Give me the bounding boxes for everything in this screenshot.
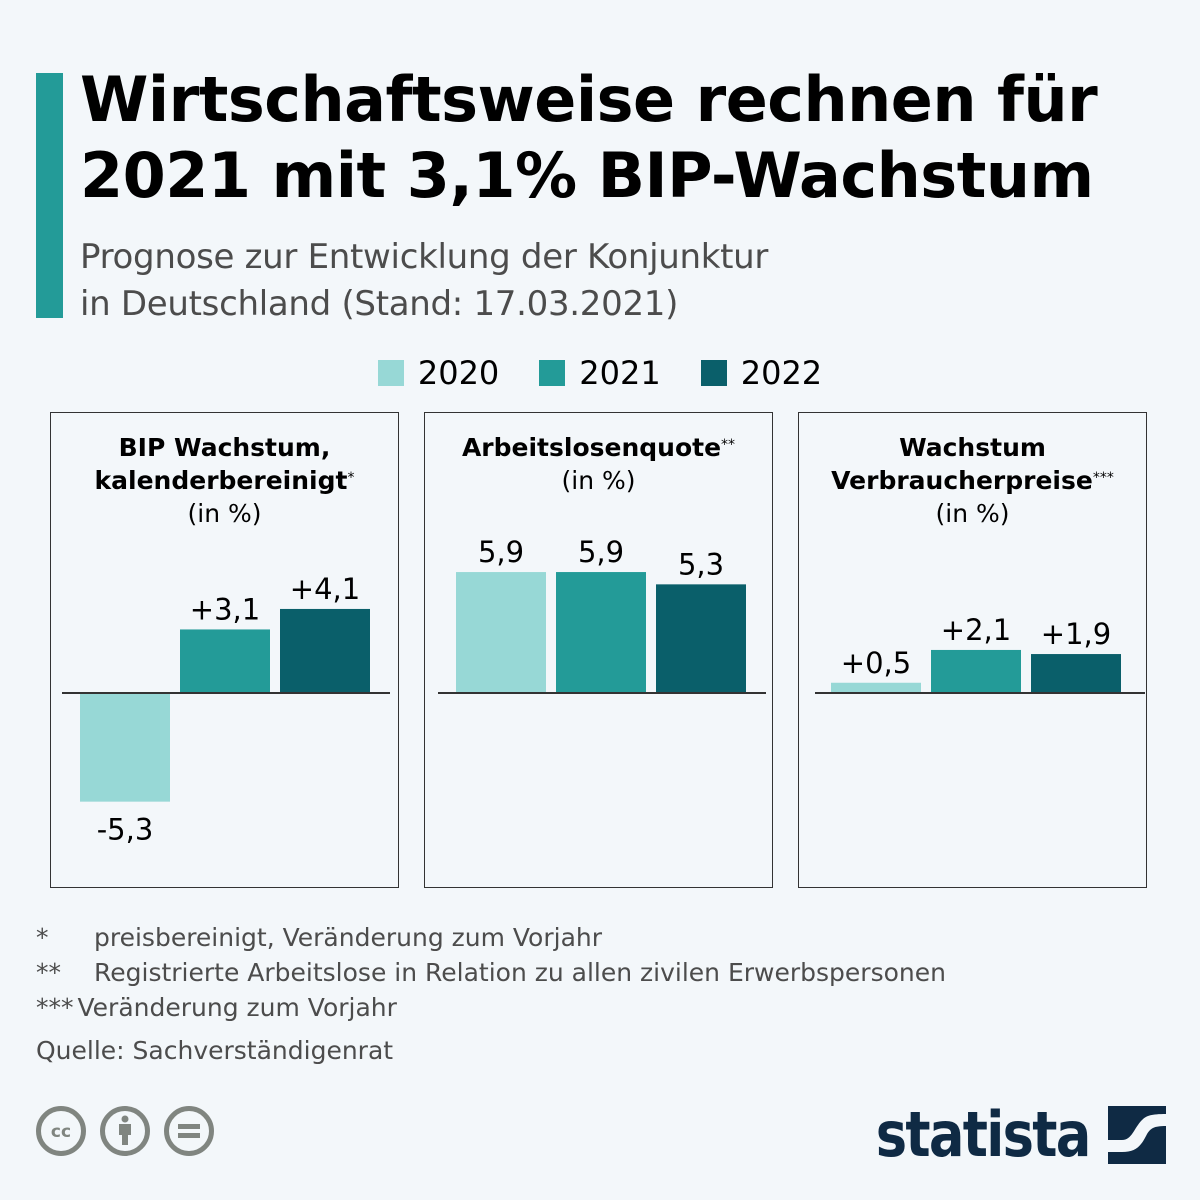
legend-item-2021: 2021 [539,354,661,392]
footnote-mark: ** [721,437,736,453]
title-accent-bar [36,73,63,318]
logo-text: statista [876,1098,1092,1171]
bar-2021 [180,629,270,693]
legend-item-2022: 2022 [700,354,823,392]
panel-title-line-1: BIP Wachstum, [118,433,331,462]
footnote-1: * preisbereinigt, Veränderung zum Vorjah… [36,920,946,955]
panel-title-line-1: Arbeitslosenquote** [425,431,772,464]
legend-label: 2021 [579,354,661,392]
data-label-2020: -5,3 [97,813,154,847]
panel-consumer-prices: +0,5 +2,1 +1,9 Wachstum Verbraucherpreise*… [798,412,1147,888]
page-title: Wirtschaftsweise rechnen für 2021 mit 3,… [80,62,1180,214]
statista-logo-icon [1108,1106,1166,1164]
data-label-2021: +2,1 [941,613,1011,647]
footnotes: * preisbereinigt, Veränderung zum Vorjah… [36,920,946,1068]
bar-2022 [1031,654,1121,693]
bar-2020 [456,572,546,693]
legend-item-2020: 2020 [377,354,500,392]
panel-unit: (in %) [561,466,636,495]
legend-label: 2022 [740,354,823,392]
legend-swatch-2021 [539,360,566,386]
cc-icon[interactable]: cc [36,1106,86,1156]
panel-title: Arbeitslosenquote** (in %) [425,431,772,497]
legend-label: 2020 [417,354,500,392]
svg-text:cc: cc [51,1122,71,1142]
data-label-2021: 5,9 [578,535,624,569]
subtitle-line-1: Prognose zur Entwicklung der Konjunktur [80,237,769,277]
footnote-mark: * [36,923,49,952]
footnote-text: preisbereinigt, Veränderung zum Vorjahr [94,923,603,952]
bar-2022 [656,584,746,693]
footnote-mark: *** [1092,470,1114,486]
chart-bip-growth: -5,3 +3,1 +4,1 [62,572,390,847]
statista-logo[interactable]: statista [838,1100,1166,1170]
bar-2021 [556,572,646,693]
panel-unit: (in %) [187,499,262,528]
panel-title-text: Verbraucherpreise [831,466,1093,495]
footnote-2: ** Registrierte Arbeitslose in Relation … [36,955,946,990]
no-derivatives-icon[interactable] [164,1106,214,1156]
panel-unit: (in %) [935,499,1010,528]
panel-title-text: Arbeitslosenquote [461,433,722,462]
footnote-mark: *** [36,993,74,1022]
data-label-2020: 5,9 [478,535,524,569]
chart-consumer-prices: +0,5 +2,1 +1,9 [815,613,1145,694]
footnote-3: *** Veränderung zum Vorjahr [36,990,946,1025]
chart-legend: 2020 2021 2022 [0,354,1200,392]
panel-title-line-2: Verbraucherpreise*** [799,464,1146,497]
source-note: Quelle: Sachverständigenrat [36,1036,394,1065]
panel-title-line-2: kalenderbereinigt* [51,464,398,497]
panel-bip-growth: -5,3 +3,1 +4,1 BIP Wachstum, kalenderberei… [50,412,399,888]
chart-unemployment-rate: 5,9 5,9 5,3 [438,535,766,694]
footnote-text: Registrierte Arbeitslose in Relation zu … [94,958,946,987]
bar-2022 [280,608,370,693]
data-label-2022: +1,9 [1041,617,1111,651]
license-icons: cc [36,1106,214,1156]
panel-title-text: kalenderbereinigt [94,466,348,495]
footnote-text: Veränderung zum Vorjahr [77,993,397,1022]
data-label-2022: +4,1 [290,572,360,606]
bar-2020 [80,693,170,802]
data-label-2022: 5,3 [678,547,724,581]
panel-title: Wachstum Verbraucherpreise*** (in %) [799,431,1146,530]
footnote-mark: ** [36,958,61,987]
page-subtitle: Prognose zur Entwicklung der Konjunktur … [80,234,1080,328]
data-label-2021: +3,1 [190,592,260,626]
data-label-2020: +0,5 [841,646,911,680]
legend-swatch-2022 [700,360,727,386]
bar-2020 [831,682,921,693]
footnote-mark: * [347,470,355,486]
attribution-icon[interactable] [100,1106,150,1156]
title-line-2: 2021 mit 3,1% BIP-Wachstum [80,139,1094,212]
legend-swatch-2020 [377,360,404,386]
subtitle-line-2: in Deutschland (Stand: 17.03.2021) [80,284,679,324]
panel-title-line-1: Wachstum [899,433,1046,462]
bar-2021 [931,649,1021,693]
title-line-1: Wirtschaftsweise rechnen für [80,63,1098,136]
panel-unemployment-rate: 5,9 5,9 5,3 Arbeitslosenquote** (in %) [424,412,773,888]
panel-title: BIP Wachstum, kalenderbereinigt* (in %) [51,431,398,530]
